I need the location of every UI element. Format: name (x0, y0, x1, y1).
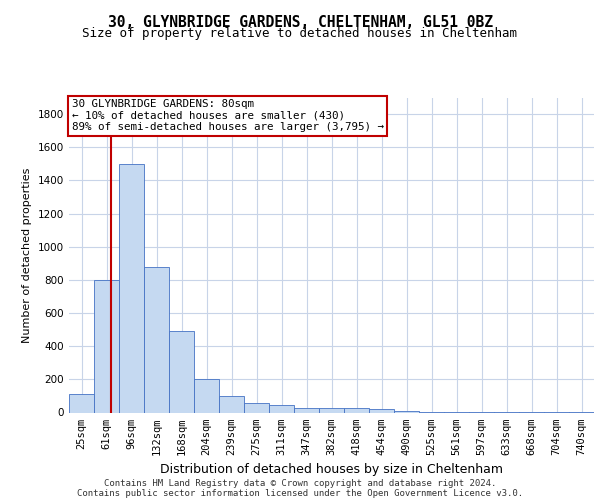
Bar (269, 405, 294, 412)
Bar (294, 408, 319, 412)
Bar (94, 280, 119, 412)
X-axis label: Distribution of detached houses by size in Cheltenham: Distribution of detached houses by size … (160, 463, 503, 476)
Bar (194, 378, 219, 412)
Bar (344, 408, 369, 412)
Text: 30, GLYNBRIDGE GARDENS, CHELTENHAM, GL51 0BZ: 30, GLYNBRIDGE GARDENS, CHELTENHAM, GL51… (107, 15, 493, 30)
Bar (169, 332, 194, 412)
Bar (244, 402, 269, 412)
Text: 30 GLYNBRIDGE GARDENS: 80sqm
← 10% of detached houses are smaller (430)
89% of s: 30 GLYNBRIDGE GARDENS: 80sqm ← 10% of de… (71, 99, 383, 132)
Text: Size of property relative to detached houses in Cheltenham: Size of property relative to detached ho… (83, 28, 517, 40)
Bar (369, 409, 394, 412)
Y-axis label: Number of detached properties: Number of detached properties (22, 168, 32, 342)
Text: Contains HM Land Registry data © Crown copyright and database right 2024.: Contains HM Land Registry data © Crown c… (104, 478, 496, 488)
Text: Contains public sector information licensed under the Open Government Licence v3: Contains public sector information licen… (77, 488, 523, 498)
Bar (219, 396, 244, 412)
Bar (144, 266, 169, 412)
Bar (69, 394, 94, 412)
Bar (394, 411, 419, 412)
Bar (119, 164, 144, 412)
Bar (319, 408, 344, 412)
